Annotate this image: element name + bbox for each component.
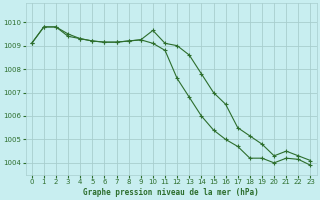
X-axis label: Graphe pression niveau de la mer (hPa): Graphe pression niveau de la mer (hPa) [83, 188, 259, 197]
